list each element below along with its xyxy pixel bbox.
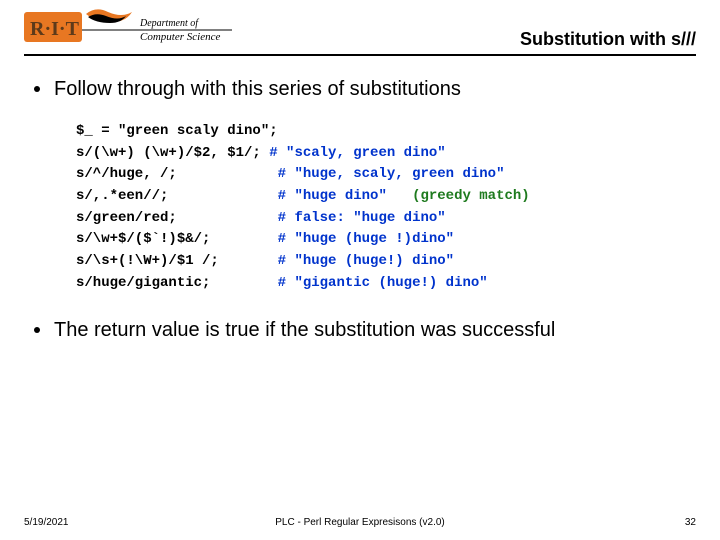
bullet-item: Follow through with this series of subst… (34, 76, 686, 103)
code-line: s/green/red; (76, 210, 278, 226)
code-comment: # "huge (huge!) dino" (278, 253, 454, 269)
slide-title: Substitution with s/// (520, 29, 696, 50)
code-note: (greedy match) (412, 188, 530, 204)
bullet-dot-icon (34, 86, 40, 92)
code-comment: # "gigantic (huge!) dino" (278, 275, 488, 291)
footer-date: 5/19/2021 (24, 517, 69, 528)
bullet-dot-icon (34, 327, 40, 333)
code-line: s/(\w+) (\w+)/$2, $1/; (76, 145, 269, 161)
slide-footer: 5/19/2021 PLC - Perl Regular Expresisons… (0, 517, 720, 528)
slide-body: Follow through with this series of subst… (0, 56, 720, 344)
code-line: s/\w+$/($`!)$&/; (76, 231, 278, 247)
slide: R·I·T Department of Computer Science Sub… (0, 0, 720, 540)
rit-logo-svg: R·I·T Department of Computer Science (24, 6, 234, 50)
svg-text:Department of: Department of (139, 18, 199, 29)
rit-logo: R·I·T Department of Computer Science (24, 6, 234, 50)
svg-text:Computer Science: Computer Science (140, 31, 220, 43)
code-line: s/huge/gigantic; (76, 275, 278, 291)
code-comment: # "scaly, green dino" (269, 145, 445, 161)
code-block: $_ = "green scaly dino"; s/(\w+) (\w+)/$… (76, 121, 686, 295)
code-line: s/^/huge, /; (76, 166, 278, 182)
code-line: s/\s+(!\W+)/$1 /; (76, 253, 278, 269)
bullet-item: The return value is true if the substitu… (34, 317, 686, 344)
code-comment: # "huge, scaly, green dino" (278, 166, 505, 182)
bullet-text: Follow through with this series of subst… (54, 76, 461, 103)
code-comment: # "huge dino" (278, 188, 412, 204)
code-line: $_ = "green scaly dino"; (76, 123, 278, 139)
footer-page: 32 (685, 517, 696, 528)
footer-title: PLC - Perl Regular Expresisons (v2.0) (0, 517, 720, 528)
code-comment: # "huge (huge !)dino" (278, 231, 454, 247)
svg-text:R·I·T: R·I·T (30, 18, 80, 40)
bullet-text: The return value is true if the substitu… (54, 317, 555, 344)
code-comment: # false: "huge dino" (278, 210, 446, 226)
code-line: s/,.*een//; (76, 188, 278, 204)
slide-header: R·I·T Department of Computer Science Sub… (24, 0, 696, 56)
